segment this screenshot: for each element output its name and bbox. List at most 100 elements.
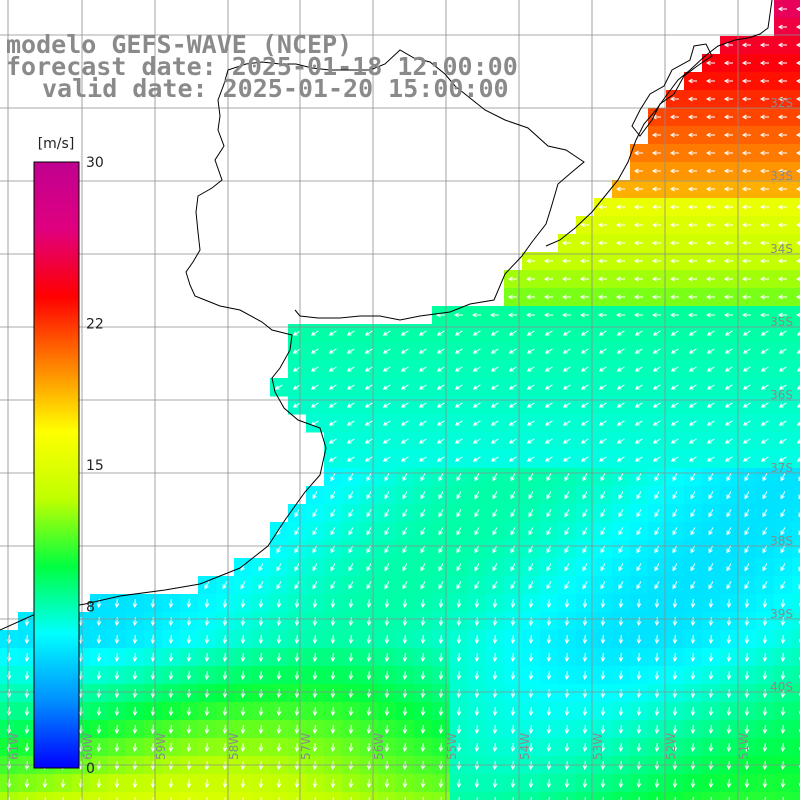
wind-speed-cell — [522, 792, 541, 800]
wind-arrow — [438, 778, 444, 789]
wind-arrow — [420, 473, 426, 482]
wind-arrow — [564, 491, 570, 500]
wind-arrow — [584, 796, 586, 800]
wind-speed-cell — [792, 18, 800, 37]
wind-arrow — [672, 634, 678, 645]
wind-arrow — [615, 312, 625, 318]
wind-arrow — [492, 688, 498, 699]
wind-arrow — [780, 491, 786, 500]
wind-arrow — [494, 796, 496, 800]
wind-arrow — [777, 276, 787, 282]
wind-speed-cell — [792, 270, 800, 289]
wind-arrow — [687, 312, 697, 318]
wind-arrow — [96, 724, 102, 735]
wind-arrow — [96, 778, 102, 789]
wind-arrow — [348, 688, 354, 699]
wind-speed-cell — [666, 792, 685, 800]
wind-arrow — [724, 348, 733, 354]
wind-arrow — [777, 132, 787, 138]
wind-arrow — [652, 438, 661, 444]
wind-arrow — [669, 150, 679, 156]
wind-arrow — [436, 420, 445, 426]
wind-arrow — [600, 688, 606, 699]
wind-arrow — [636, 670, 642, 681]
wind-arrow — [688, 384, 697, 390]
wind-arrow — [456, 491, 462, 500]
wind-arrow — [150, 670, 156, 681]
wind-speed-cell — [792, 72, 800, 91]
wind-arrow — [438, 670, 444, 681]
wind-arrow — [364, 438, 373, 444]
wind-arrow — [690, 563, 696, 572]
wind-arrow — [654, 616, 660, 627]
wind-arrow — [384, 473, 390, 482]
wind-arrow — [96, 688, 102, 699]
wind-arrow — [580, 348, 589, 354]
wind-arrow — [96, 634, 102, 645]
wind-arrow — [474, 688, 480, 699]
wind-arrow — [688, 330, 697, 336]
wind-arrow — [528, 616, 534, 627]
wind-arrow — [580, 402, 589, 408]
wind-arrow — [276, 724, 282, 735]
wind-arrow — [564, 634, 570, 645]
wind-arrow — [564, 742, 570, 753]
wind-arrow — [600, 616, 606, 627]
wind-arrow — [114, 670, 120, 681]
wind-arrow — [600, 652, 606, 663]
wind-arrow — [330, 742, 336, 753]
wind-arrow — [114, 706, 120, 717]
wind-arrow — [672, 545, 678, 554]
wind-arrow — [762, 670, 768, 681]
wind-arrow — [204, 688, 210, 699]
wind-arrow — [726, 509, 732, 518]
wind-speed-cell — [792, 306, 800, 325]
wind-arrow — [795, 60, 800, 66]
wind-arrow — [44, 796, 46, 800]
wind-arrow — [564, 509, 570, 518]
wind-arrow — [508, 456, 517, 462]
wind-arrow — [490, 366, 499, 372]
wind-arrow — [741, 78, 751, 84]
wind-arrow — [741, 60, 751, 66]
wind-arrow — [294, 742, 300, 753]
wind-arrow — [564, 527, 570, 536]
wind-arrow — [24, 778, 30, 789]
wind-speed-cell — [0, 792, 19, 800]
wind-arrow — [759, 114, 769, 120]
wind-speed-cell — [126, 792, 145, 800]
wind-arrow — [292, 366, 301, 372]
wind-arrow — [382, 348, 391, 354]
wind-arrow — [759, 204, 769, 210]
wind-arrow — [402, 545, 408, 554]
wind-arrow — [544, 438, 553, 444]
wind-arrow — [652, 366, 661, 372]
wind-arrow — [600, 491, 606, 500]
wind-arrow — [795, 150, 800, 156]
wind-arrow — [134, 796, 136, 800]
wind-arrow — [795, 240, 800, 246]
wind-arrow — [294, 581, 300, 590]
wind-arrow — [618, 634, 624, 645]
wind-arrow — [705, 186, 715, 192]
wind-arrow — [760, 384, 769, 390]
wind-arrow — [528, 634, 534, 645]
wind-arrow — [24, 670, 30, 681]
wind-arrow — [386, 796, 388, 800]
wind-arrow — [780, 688, 786, 699]
wind-arrow — [780, 724, 786, 735]
wind-arrow — [543, 276, 553, 282]
wind-arrow — [366, 491, 372, 500]
wind-arrow — [528, 509, 534, 518]
wind-arrow — [672, 563, 678, 572]
wind-speed-cell — [18, 792, 37, 800]
wind-arrow — [762, 706, 768, 717]
wind-arrow — [638, 796, 640, 800]
wind-arrow — [456, 545, 462, 554]
wind-arrow — [456, 616, 462, 627]
wind-arrow — [366, 598, 372, 609]
wind-arrow — [616, 366, 625, 372]
wind-arrow — [795, 204, 800, 210]
wind-arrow — [616, 330, 625, 336]
wind-arrow — [132, 724, 138, 735]
